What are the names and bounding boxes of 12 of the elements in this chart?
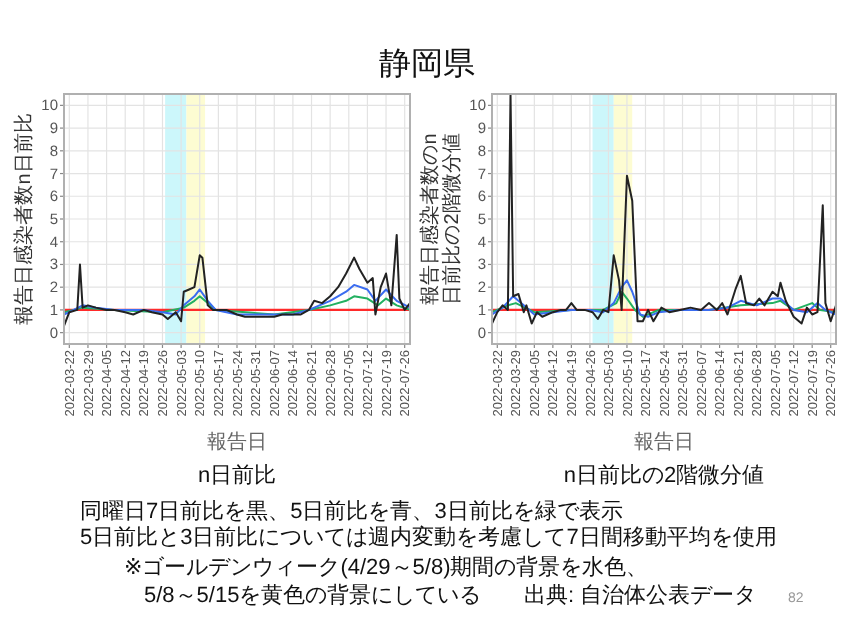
chart-title: 静岡県	[379, 48, 475, 82]
y-axis-title: 報告日感染者数n日前比	[12, 113, 36, 325]
text: n日前比	[197, 462, 277, 488]
text: n日前比の2階微分値	[563, 462, 765, 488]
text: 5/8～5/15を黄色の背景にしている	[144, 582, 482, 608]
y-axis-title: 報告日感染者数のn日前比の2階微分値	[418, 133, 464, 305]
x-axis-title: 報告日	[207, 430, 267, 454]
source-note: 出典: 自治体公表データ	[524, 582, 757, 608]
x-axis-title: 報告日	[634, 430, 694, 454]
text: 5日前比と3日前比については週内変動を考慮して7日間移動平均を使用	[80, 524, 777, 550]
text: ※ゴールデンウィーク(4/29～5/8)期間の背景を水色、	[124, 554, 649, 580]
text: 同曜日7日前比を黒、5日前比を青、3日前比を緑で表示	[80, 498, 623, 524]
